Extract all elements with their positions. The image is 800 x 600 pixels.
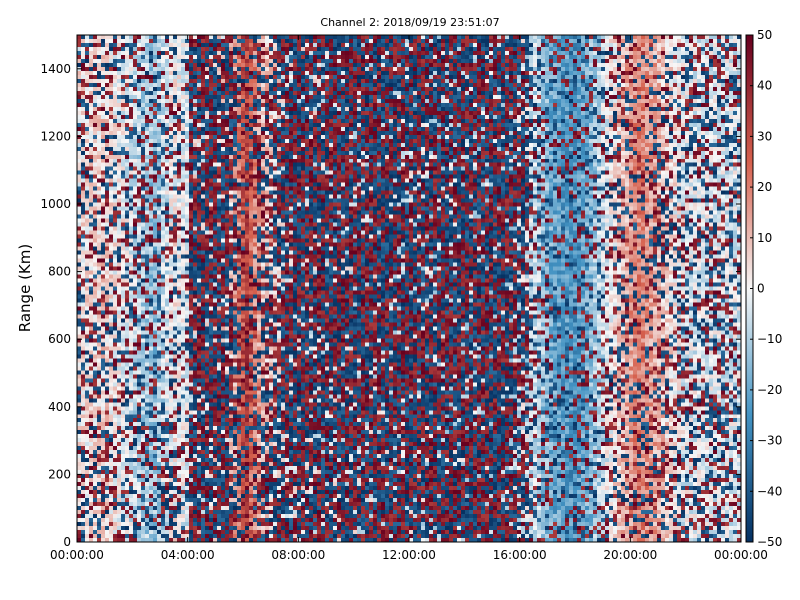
y-axis: 0 200 400 600 800 1000 1200 1400 <box>40 62 741 549</box>
plot-border <box>76 34 742 543</box>
y-tick-label: 800 <box>48 265 71 279</box>
colorbar-tick-label: −20 <box>757 383 782 397</box>
colorbar-tick-label: 30 <box>757 129 772 143</box>
plot-frame <box>76 34 742 543</box>
colorbar-tick-label: 10 <box>757 231 772 245</box>
y-tick-label: 1400 <box>40 62 71 76</box>
y-axis-label: Range (Km) <box>16 244 34 332</box>
x-tick-label: 20:00:00 <box>603 548 657 562</box>
x-tick-label: 08:00:00 <box>271 548 325 562</box>
colorbar-tick-label: 50 <box>757 28 772 42</box>
colorbar-tick-label: 0 <box>757 282 765 296</box>
y-tick-label: 400 <box>48 400 71 414</box>
colorbar: 50 40 30 20 10 0 −10 −20 −30 −40 −50 <box>745 28 782 549</box>
x-tick-label: 04:00:00 <box>161 548 215 562</box>
x-axis: 00:00:00 04:00:00 08:00:00 12:00:00 16:00:00… <box>50 35 768 562</box>
x-tick-label: 00:00:00 <box>50 548 104 562</box>
y-tick-label: 200 <box>48 467 71 481</box>
colorbar-tick-label: −50 <box>757 535 782 549</box>
y-tick-label: 0 <box>63 535 71 549</box>
y-tick-label: 600 <box>48 332 71 346</box>
x-tick-label: 00:00:00 <box>714 548 768 562</box>
chart-title: Channel 2: 2018/09/19 23:51:07 <box>320 16 499 29</box>
colorbar-tick-label: −30 <box>757 434 782 448</box>
x-tick-label: 12:00:00 <box>382 548 436 562</box>
heatmap-plot <box>77 35 741 542</box>
colorbar-tick-label: 20 <box>757 180 772 194</box>
x-tick-label: 16:00:00 <box>493 548 547 562</box>
colorbar-tick-label: −10 <box>757 332 782 346</box>
y-tick-label: 1000 <box>40 197 71 211</box>
colorbar-tick-label: −40 <box>757 484 782 498</box>
colorbar-tick-label: 40 <box>757 79 772 93</box>
y-tick-label: 1200 <box>40 129 71 143</box>
